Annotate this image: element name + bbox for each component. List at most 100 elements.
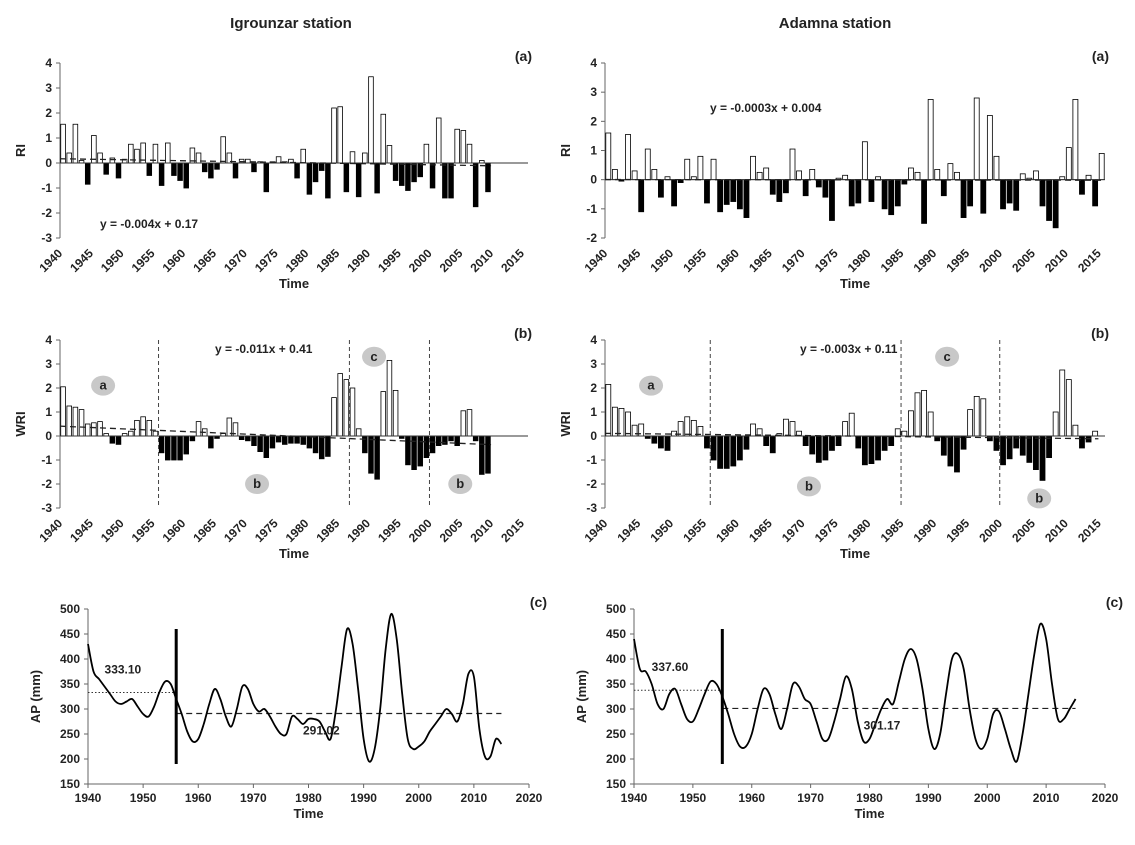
igrounzar-b-ytick-label: 4 [45,333,52,347]
adamna-b-marker-label: c [943,349,950,364]
adamna-a-bar-2012 [1079,179,1085,195]
adamna-b-ytick-label: -3 [586,501,597,515]
igrounzar-a-bar-1971 [251,162,257,173]
igrounzar-b-bar-1996 [405,435,411,466]
adamna-a-ytick-label: 4 [590,56,597,70]
igrounzar-a-ytick-label: 1 [45,131,52,145]
igrounzar-c-xtick-label: 2020 [516,791,543,805]
igrounzar-c-xtick-label: 1970 [240,791,267,805]
igrounzar-c-xtick-label: 2000 [405,791,432,805]
igrounzar-a-xtick-label: 1980 [283,246,312,275]
igrounzar-b-ytick-label: 1 [45,405,52,419]
igrounzar-a-bar-1956 [158,162,165,186]
igrounzar-b-bar-1983 [325,435,331,457]
igrounzar-b-marker-label: b [253,476,261,491]
igrounzar-a-bar-1958 [171,162,177,176]
adamna-b-bar-1941 [611,406,618,437]
igrounzar-b-xtick-label: 1975 [252,516,281,545]
igrounzar-a-bar-1999 [423,143,430,164]
adamna-b-bar-1980 [868,435,875,465]
adamna-c-ytick-label: 400 [606,652,626,666]
adamna-b-bar-1961 [743,435,750,450]
igrounzar-b-bar-1985 [337,373,343,437]
adamna-a-bar-1961 [743,179,750,218]
igrounzar-a-bar-1994 [392,162,399,181]
adamna-b-bar-1948 [658,435,664,449]
igrounzar-b-bar-1957 [165,435,171,461]
adamna-a-bar-1974 [829,179,835,221]
adamna-b-bar-1975 [835,435,842,447]
igrounzar-a-ytick-label: 2 [45,106,52,120]
adamna-a-bar-1983 [888,179,895,216]
adamna-a-bar-1950 [671,179,677,207]
adamna-a-bar-1980 [868,179,875,202]
igrounzar-a-bar-2000 [429,162,436,189]
igrounzar-b-xtick-label: 1990 [344,516,373,545]
igrounzar-a-bar-1985 [337,106,343,164]
igrounzar-b-bar-1952 [134,419,140,437]
igrounzar-b-bar-2000 [429,435,436,454]
adamna-a-bar-1952 [684,158,691,181]
adamna-b-bar-1947 [651,435,658,444]
igrounzar-b-xtick-label: 1965 [190,516,219,545]
adamna-a-bar-1992 [947,163,954,181]
adamna-a-bar-1998 [986,115,993,181]
igrounzar-a-bar-2007 [472,162,479,208]
adamna-a-ytick-label: 3 [590,85,597,99]
adamna-c-ytick-label: 350 [606,677,626,691]
igrounzar-b-xtick-label: 1955 [129,516,158,545]
adamna-b-xtick-label: 2015 [1075,516,1104,545]
adamna-b-bar-1956 [710,435,717,461]
adamna-b-xtick-label: 1995 [943,516,972,545]
igrounzar-a-xtick-label: 2015 [498,246,527,275]
adamna-a-ytick-label: 1 [590,144,597,158]
adamna-a-bar-1954 [697,155,704,181]
adamna-b-marker-bubble [935,346,960,367]
igrounzar-c-xtick-label: 1990 [350,791,377,805]
adamna-b-bar-1983 [888,435,895,447]
igrounzar-b-bar-1972 [257,435,263,453]
adamna-a-bar-1972 [815,179,822,188]
adamna-b-ytick-label: 2 [590,381,597,395]
adamna-b-xtick-label: 1975 [812,516,841,545]
igrounzar-b-bar-2004 [454,435,460,447]
adamna-a-xtick-label: 2010 [1042,246,1071,275]
igrounzar-b-bar-1969 [238,435,245,440]
igrounzar-a-bar-1988 [355,162,362,198]
adamna-b-bar-1982 [881,435,888,451]
adamna-a-bar-1958 [723,179,730,205]
igrounzar-a-bar-1991 [374,162,380,194]
igrounzar-b-marker-bubble [245,474,270,494]
adamna-a-bar-1973 [822,179,829,198]
adamna-a-xtick-label: 1955 [680,246,709,275]
adamna-a-bar-1999 [993,155,1000,181]
igrounzar-b-equation: y = -0.011x + 0.41 [215,342,313,356]
adamna-c-xtick-label: 1950 [680,791,707,805]
igrounzar-a-xtick-label: 2005 [437,246,466,275]
igrounzar-b-ytick-label: 0 [45,429,52,443]
igrounzar-c-y-label: AP (mm) [28,670,43,723]
igrounzar-a-xtick-label: 1995 [375,246,404,275]
adamna-title: Adamna station [779,15,892,32]
igrounzar-a-bar-1959 [177,162,183,181]
igrounzar-a-bar-1952 [134,148,140,164]
igrounzar-a-bar-1997 [411,162,417,183]
adamna-a-xtick-label: 1990 [911,246,940,275]
adamna-b-xtick-label: 1970 [779,516,808,545]
adamna-b-bar-1953 [690,419,697,437]
adamna-a-xtick-label: 2000 [976,246,1005,275]
igrounzar-a-bar-2002 [442,162,448,199]
igrounzar-b-bar-1954 [146,419,153,437]
adamna-b-bar-2009 [1059,369,1066,437]
igrounzar-a-xtick-label: 1945 [67,246,96,275]
adamna-c-ytick-label: 450 [606,627,626,641]
igrounzar-b-bar-1962 [195,421,202,437]
adamna-b-bar-1958 [723,435,730,469]
adamna-a-bar-2002 [1013,179,1020,211]
igrounzar-c-xtick-label: 2010 [461,791,488,805]
adamna-b-bar-1976 [842,421,849,437]
igrounzar-a-xtick-label: 1970 [221,246,250,275]
igrounzar-b-ytick-label: 2 [45,381,52,395]
igrounzar-c-ytick-label: 200 [60,752,80,766]
